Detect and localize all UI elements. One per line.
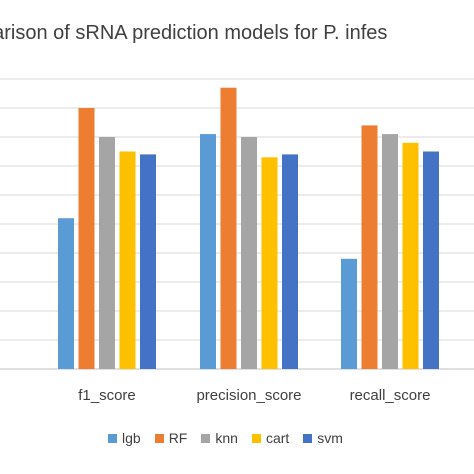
legend-label: svm (317, 430, 343, 446)
bar-knn-f1_score (99, 137, 115, 369)
bar-RF-recall_score (361, 125, 378, 370)
legend-swatch (154, 433, 164, 443)
bar-RF-f1_score (78, 108, 95, 369)
bar-knn-recall_score (382, 134, 398, 369)
legend-label: cart (265, 430, 290, 446)
bar-svm-precision_score (282, 154, 298, 369)
legend-swatch (108, 433, 117, 443)
bar-svm-recall_score (423, 151, 439, 369)
legend-item-svm: svm (303, 430, 343, 446)
legend: lgb RF knn cart svm (108, 430, 357, 446)
legend-label: lgb (122, 430, 141, 446)
category-label: precision_score (196, 387, 301, 404)
bar-lgb-recall_score (341, 258, 357, 369)
bar-cart-recall_score (402, 142, 419, 369)
category-label: recall_score (350, 387, 431, 404)
bar-RF-precision_score (220, 87, 237, 369)
legend-item-knn: knn (201, 430, 238, 446)
bar-lgb-f1_score (58, 218, 74, 369)
legend-label: knn (215, 430, 238, 446)
category-label: f1_score (78, 387, 136, 404)
bar-knn-precision_score (241, 137, 257, 369)
bar-lgb-precision_score (200, 134, 216, 369)
legend-swatch (303, 433, 313, 443)
legend-item-cart: cart (251, 430, 290, 446)
chart-title: parison of sRNA prediction models for P.… (0, 22, 388, 44)
bar-cart-precision_score (261, 157, 278, 369)
bar-cart-f1_score (119, 151, 136, 369)
legend-item-lgb: lgb (108, 430, 141, 446)
legend-swatch (201, 433, 211, 443)
legend-item-RF: RF (154, 430, 188, 446)
bar-svm-f1_score (140, 154, 156, 369)
legend-label: RF (168, 430, 188, 446)
legend-swatch (251, 433, 261, 443)
